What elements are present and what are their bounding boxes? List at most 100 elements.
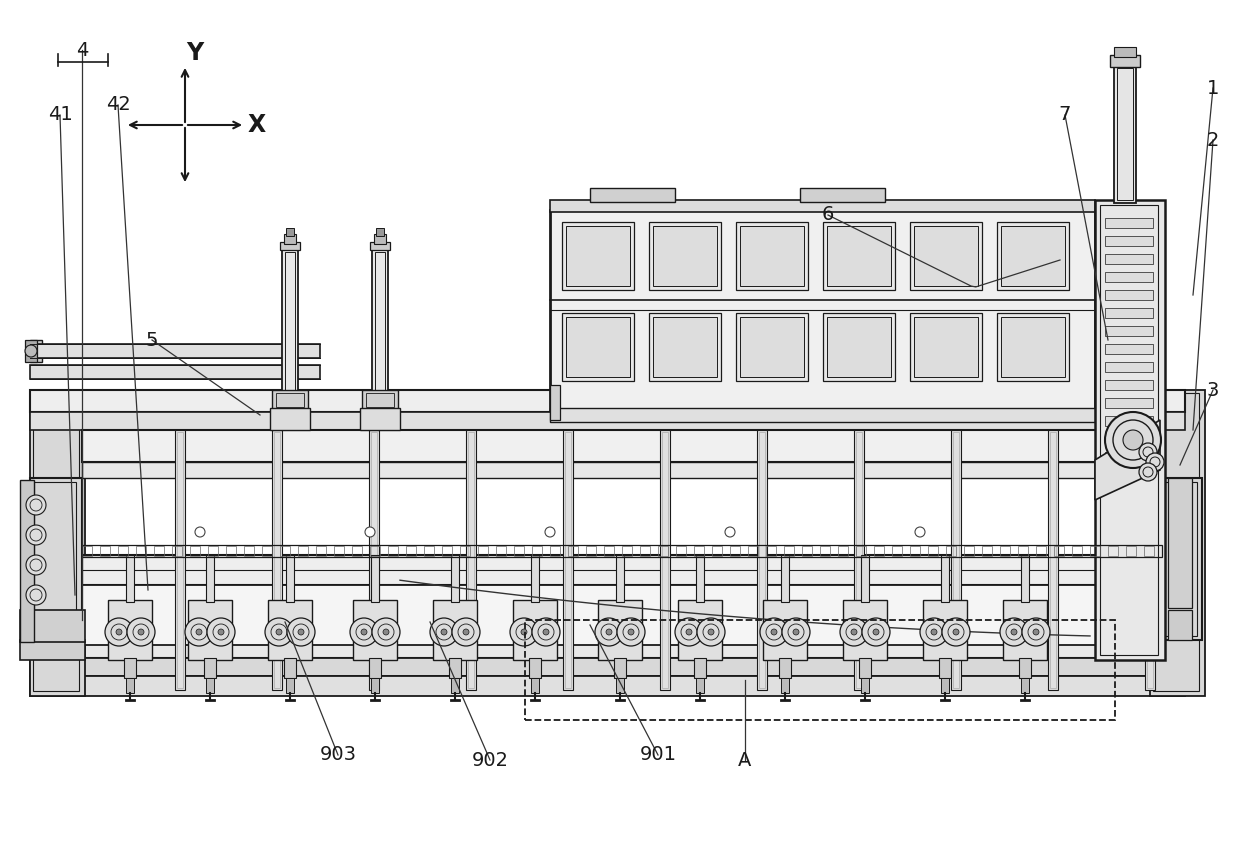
Bar <box>1149 390 1205 696</box>
Bar <box>30 390 1185 412</box>
Circle shape <box>546 527 556 537</box>
Bar <box>371 678 379 693</box>
Bar <box>604 546 614 556</box>
Bar <box>997 222 1069 290</box>
Circle shape <box>26 495 46 515</box>
Circle shape <box>510 618 538 646</box>
Circle shape <box>105 618 133 646</box>
Bar <box>551 546 560 556</box>
Circle shape <box>372 618 401 646</box>
Bar <box>30 365 320 379</box>
Bar <box>172 546 182 556</box>
Text: 7: 7 <box>1059 106 1071 125</box>
Bar <box>405 546 415 556</box>
Bar <box>827 226 892 286</box>
Bar <box>843 600 887 660</box>
Bar <box>1001 317 1065 377</box>
Bar <box>371 555 379 602</box>
Circle shape <box>543 629 549 635</box>
Bar <box>20 480 33 642</box>
Bar <box>33 393 79 691</box>
Circle shape <box>1146 453 1164 471</box>
Bar <box>30 344 320 358</box>
Bar <box>740 226 804 286</box>
Bar <box>1090 546 1100 556</box>
Bar <box>1126 546 1136 556</box>
Bar <box>1105 434 1153 444</box>
Bar <box>1035 546 1047 556</box>
Circle shape <box>697 618 725 646</box>
Bar <box>999 546 1011 556</box>
Circle shape <box>265 618 293 646</box>
Circle shape <box>794 629 799 635</box>
Bar <box>756 430 768 690</box>
Bar <box>33 482 76 636</box>
Bar <box>587 546 596 556</box>
Bar <box>1019 658 1030 678</box>
Bar <box>298 546 308 556</box>
Bar <box>696 555 704 602</box>
Circle shape <box>277 629 281 635</box>
Circle shape <box>1123 430 1143 450</box>
Bar <box>1105 254 1153 264</box>
Bar <box>374 234 386 244</box>
Text: 42: 42 <box>105 96 130 115</box>
Bar <box>551 200 1095 212</box>
Bar <box>30 340 42 362</box>
Circle shape <box>708 629 714 635</box>
Bar <box>285 252 295 390</box>
Circle shape <box>606 629 613 635</box>
Bar <box>286 555 294 602</box>
Bar <box>1105 380 1153 390</box>
Bar <box>1048 430 1058 690</box>
Text: 901: 901 <box>640 746 677 765</box>
Bar <box>910 546 920 556</box>
Text: 902: 902 <box>471 751 508 770</box>
Bar <box>568 546 578 556</box>
Bar <box>859 658 870 678</box>
Bar <box>124 658 136 678</box>
Bar <box>1105 308 1153 318</box>
Bar <box>997 313 1069 381</box>
Circle shape <box>195 527 205 537</box>
Bar <box>892 546 901 556</box>
Bar <box>366 393 394 407</box>
Bar <box>563 430 573 690</box>
Bar <box>353 600 397 660</box>
Bar <box>737 222 808 290</box>
Bar <box>1114 65 1136 203</box>
Bar <box>25 340 37 362</box>
Bar <box>370 242 391 250</box>
Bar <box>598 600 642 660</box>
Bar <box>154 546 164 556</box>
Circle shape <box>839 618 868 646</box>
Bar <box>272 430 281 690</box>
Circle shape <box>26 555 46 575</box>
Bar <box>376 228 384 236</box>
Bar <box>284 658 296 678</box>
Bar <box>1168 610 1192 640</box>
Bar <box>730 546 740 556</box>
Circle shape <box>383 629 389 635</box>
Bar <box>136 546 146 556</box>
Circle shape <box>1140 443 1157 461</box>
Bar <box>20 640 86 660</box>
Bar <box>30 478 82 640</box>
Bar <box>923 600 967 660</box>
Bar <box>551 210 1095 410</box>
Bar <box>525 620 1115 720</box>
Bar <box>649 222 720 290</box>
Bar <box>82 545 1162 557</box>
Bar <box>551 408 1095 422</box>
Bar <box>274 432 280 688</box>
Bar <box>360 408 401 430</box>
Bar <box>562 222 634 290</box>
Bar <box>190 546 200 556</box>
Bar <box>206 555 215 602</box>
Bar <box>177 432 184 688</box>
Circle shape <box>618 618 645 646</box>
Bar <box>551 385 560 420</box>
Bar <box>781 678 789 693</box>
Bar <box>284 234 296 244</box>
Bar <box>565 226 630 286</box>
